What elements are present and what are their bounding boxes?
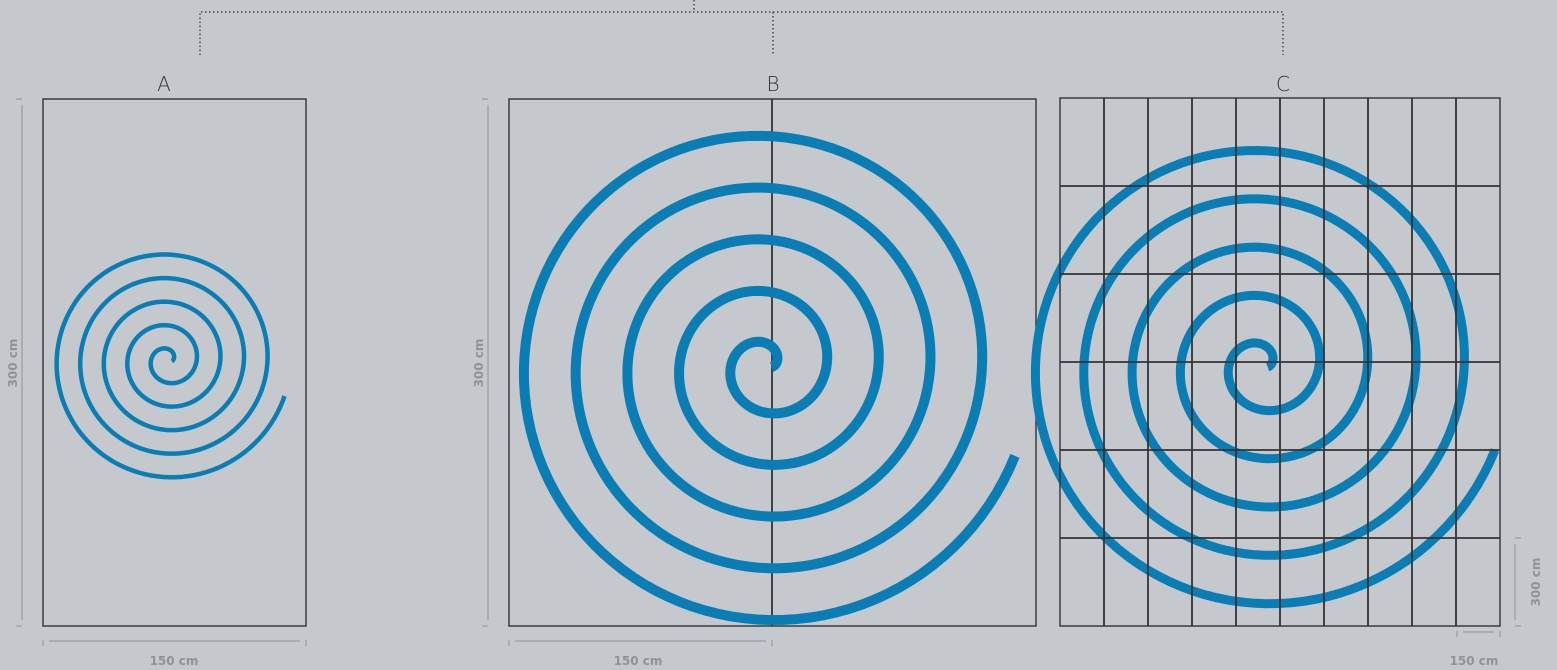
panel-connector bbox=[199, 0, 1284, 55]
panel-c-height-label: 300 cm bbox=[1529, 558, 1543, 607]
panel-c-frame bbox=[1059, 97, 1501, 627]
panel-b-height-label: 300 cm bbox=[472, 339, 486, 388]
panel-c-tile-grid bbox=[1060, 98, 1500, 626]
panel-a-frame bbox=[42, 98, 307, 627]
panel-b-width-label: 150 cm bbox=[614, 654, 663, 668]
panel-a-width-dimension: 150 cm bbox=[42, 640, 307, 668]
panel-b: B 300 cm 150 cm bbox=[472, 72, 1037, 668]
panel-a-spiral bbox=[54, 252, 287, 480]
panel-a-height-dimension: 300 cm bbox=[6, 98, 23, 627]
panel-b-width-dimension: 150 cm bbox=[508, 640, 773, 668]
panel-c-height-dimension: 300 cm bbox=[1514, 537, 1543, 627]
panel-b-label: B bbox=[766, 72, 779, 96]
panel-c: C 300 cm 150 cm bbox=[1030, 72, 1543, 668]
panel-c-width-dimension: 150 cm bbox=[1450, 631, 1501, 668]
panel-c-spiral bbox=[1030, 146, 1500, 609]
panel-a-height-label: 300 cm bbox=[6, 339, 20, 388]
panel-c-width-label: 150 cm bbox=[1450, 654, 1499, 668]
panel-a: A 300 cm 150 cm bbox=[6, 72, 307, 668]
panel-b-spiral bbox=[518, 130, 1020, 626]
panel-c-label: C bbox=[1276, 72, 1290, 96]
panel-a-label: A bbox=[157, 72, 171, 96]
panel-a-width-label: 150 cm bbox=[150, 654, 199, 668]
panel-b-height-dimension: 300 cm bbox=[472, 98, 489, 627]
